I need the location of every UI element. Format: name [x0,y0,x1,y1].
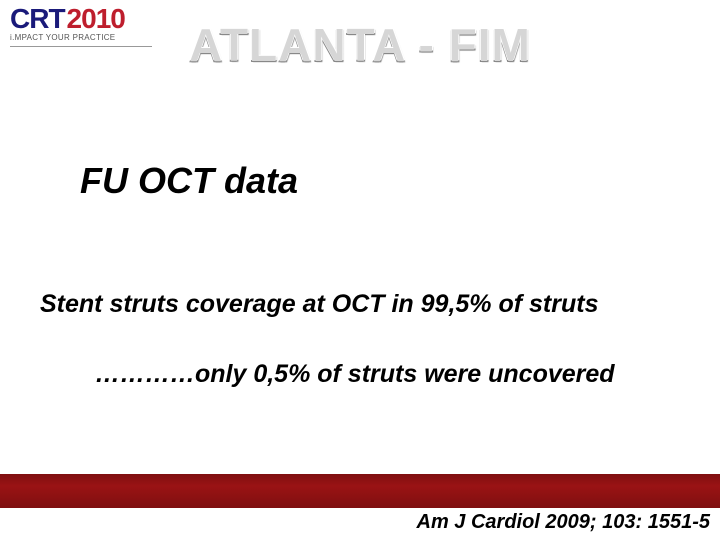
citation-text: Am J Cardiol 2009; 103: 1551-5 [417,511,711,534]
body-line-1: Stent struts coverage at OCT in 99,5% of… [40,290,598,319]
section-heading: FU OCT data [80,160,298,202]
footer-band [0,474,720,508]
body-line-2: …………only 0,5% of struts were uncovered [95,360,615,389]
slide-title: ATLANTA - FIM [0,18,720,72]
